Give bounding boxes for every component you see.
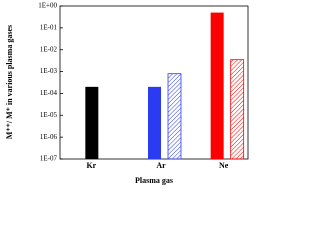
bar	[210, 12, 224, 160]
x-axis-title: Plasma gas	[135, 176, 173, 185]
x-tick-label: Kr	[86, 161, 96, 170]
y-tick-label: 1E-06	[40, 133, 58, 141]
bar	[148, 86, 161, 159]
y-tick-label: 1E+00	[38, 2, 57, 10]
x-tick-label: Ar	[156, 161, 166, 170]
bar	[167, 73, 182, 160]
y-tick-label: 1E-02	[40, 45, 58, 53]
bar	[230, 59, 245, 160]
y-axis-title: M⁺⁺/ M⁺ in various plasma gases	[5, 25, 14, 139]
x-tick-label: Ne	[219, 161, 229, 170]
chart: M⁺⁺/ M⁺ in various plasma gases Plasma g…	[5, 2, 249, 185]
y-tick-label: 1E-03	[40, 67, 58, 75]
y-tick-label: 1E-04	[40, 89, 58, 97]
y-tick-label: 1E-01	[40, 23, 58, 31]
y-tick-label: 1E-05	[40, 111, 58, 119]
bar	[85, 86, 99, 159]
y-tick-label: 1E-07	[40, 155, 58, 163]
